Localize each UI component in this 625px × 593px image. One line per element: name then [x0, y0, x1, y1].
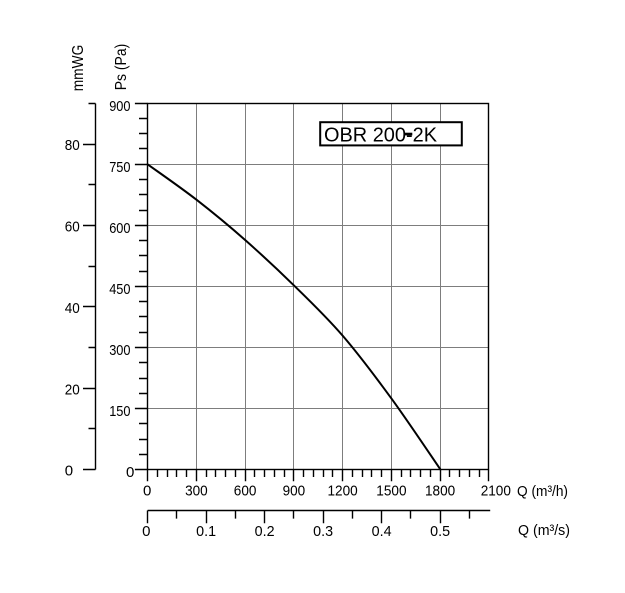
svg-text:0: 0 — [126, 464, 134, 481]
svg-text:2100: 2100 — [481, 482, 511, 499]
svg-text:0.1: 0.1 — [196, 523, 216, 540]
svg-text:750: 750 — [109, 159, 130, 176]
svg-text:60: 60 — [65, 219, 80, 236]
svg-text:40: 40 — [65, 300, 80, 317]
svg-text:150: 150 — [109, 403, 130, 420]
svg-text:Ps (Pa): Ps (Pa) — [113, 44, 130, 91]
svg-text:0.5: 0.5 — [430, 523, 450, 540]
svg-text:0: 0 — [143, 482, 151, 499]
svg-text:0: 0 — [65, 463, 73, 480]
svg-text:1200: 1200 — [328, 482, 358, 499]
svg-text:300: 300 — [185, 482, 208, 499]
svg-text:0.3: 0.3 — [313, 523, 333, 540]
svg-text:900: 900 — [109, 98, 130, 115]
svg-text:0.4: 0.4 — [372, 523, 392, 540]
svg-text:1800: 1800 — [425, 482, 455, 499]
svg-text:300: 300 — [109, 342, 130, 359]
svg-text:600: 600 — [234, 482, 257, 499]
svg-text:OBR 200-2K: OBR 200-2K — [324, 123, 437, 146]
svg-text:20: 20 — [65, 381, 80, 398]
svg-text:1500: 1500 — [376, 482, 406, 499]
svg-text:mmWG: mmWG — [70, 45, 87, 92]
svg-text:600: 600 — [109, 220, 130, 237]
svg-text:0.2: 0.2 — [255, 523, 275, 540]
svg-text:0: 0 — [142, 523, 150, 540]
svg-text:Q (m³/h): Q (m³/h) — [517, 483, 568, 500]
svg-text:80: 80 — [65, 137, 80, 154]
svg-text:900: 900 — [283, 482, 306, 499]
svg-text:450: 450 — [109, 281, 130, 298]
svg-text:Q (m³/s): Q (m³/s) — [518, 522, 570, 539]
